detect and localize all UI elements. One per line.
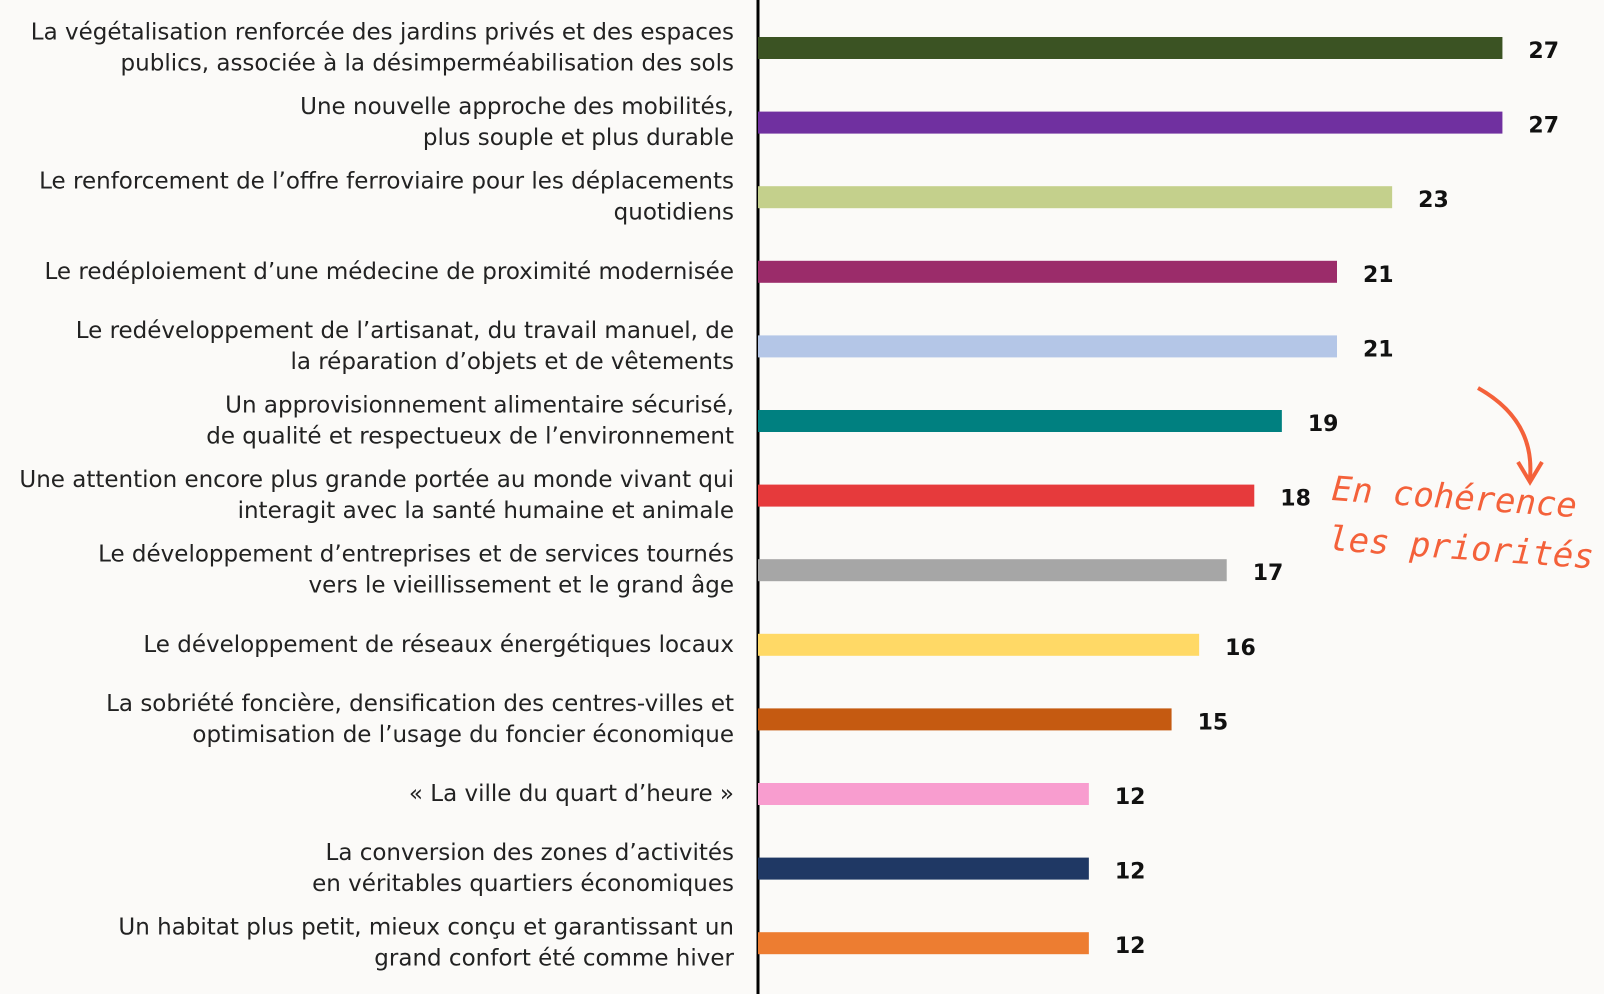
bar <box>758 37 1502 59</box>
value-label: 19 <box>1308 412 1339 437</box>
bar <box>758 186 1392 208</box>
bar <box>758 932 1089 954</box>
bar <box>758 634 1199 656</box>
bar <box>758 485 1254 507</box>
value-label: 15 <box>1198 710 1229 735</box>
value-label: 12 <box>1115 860 1146 885</box>
bar <box>758 783 1089 805</box>
value-label: 17 <box>1253 561 1284 586</box>
value-label: 21 <box>1363 337 1394 362</box>
value-label: 23 <box>1418 188 1449 213</box>
category-label: Le développement de réseaux énergétiques… <box>143 631 734 657</box>
value-label: 27 <box>1528 39 1559 64</box>
chart: En cohérenceles priorités La végétalisat… <box>0 0 1604 994</box>
value-label: 18 <box>1280 487 1311 512</box>
bar <box>758 559 1227 581</box>
bar <box>758 112 1502 134</box>
bar <box>758 708 1172 730</box>
category-label: « La ville du quart d’heure » <box>409 781 734 807</box>
category-label: Le redéploiement d’une médecine de proxi… <box>45 258 734 284</box>
bar <box>758 858 1089 880</box>
bar <box>758 335 1337 357</box>
value-label: 12 <box>1115 785 1146 810</box>
value-label: 27 <box>1528 114 1559 139</box>
value-label: 21 <box>1363 263 1394 288</box>
value-label: 16 <box>1225 636 1256 661</box>
value-label: 12 <box>1115 934 1146 959</box>
bar <box>758 261 1337 283</box>
bar <box>758 410 1282 432</box>
